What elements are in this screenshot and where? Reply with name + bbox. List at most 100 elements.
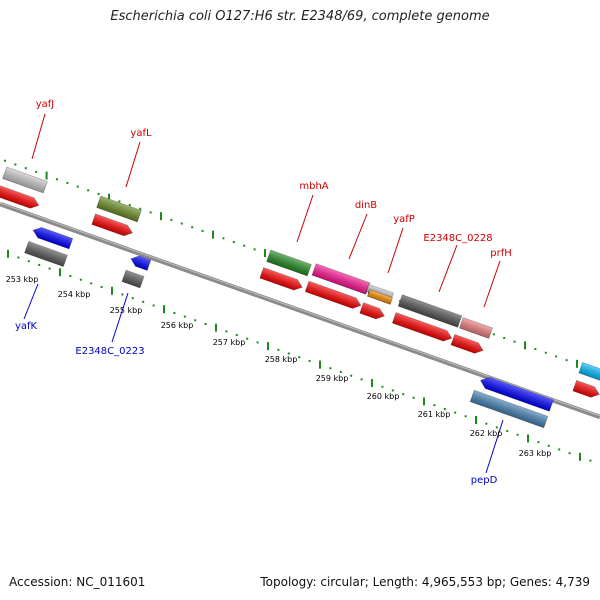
- gene-box-yafJ: [2, 166, 48, 194]
- inner-tick-dot-33: [350, 374, 353, 377]
- gene-arrow-E2348C_0223: [130, 255, 152, 271]
- cds-arrow-E2348C_0228: [391, 312, 453, 342]
- gene-callouts: yafJ yafL mbhA dinB yafP E2348C_0228 prfH yafK E…: [15, 99, 512, 486]
- outer-tick-dot-5: [56, 178, 58, 181]
- outer-tick-dot-23: [243, 244, 246, 247]
- gene-box-mbhA: [266, 249, 312, 277]
- inner-tick-dot-31: [329, 367, 332, 370]
- kbp-label-7: 260 kbp: [367, 392, 400, 401]
- inner-tick-dot-2: [27, 260, 30, 263]
- callout-yafL-line: [125, 141, 141, 188]
- gene-box-yafL: [96, 195, 142, 223]
- outer-tick-dot-9: [97, 193, 100, 196]
- inner-tick-dot-51: [537, 441, 540, 444]
- inner-tick-dot-7: [79, 278, 82, 281]
- inner-tick-dot-16: [173, 311, 176, 314]
- inner-tick-dot-29: [308, 359, 311, 362]
- gene-box-E2348C_0223: [121, 269, 145, 289]
- callout-E2348C_0223-label: E2348C_0223: [75, 346, 144, 357]
- kbp-scale: 253 kbp 254 kbp 255 kbp 256 kbp 257 kbp 258 k…: [6, 275, 552, 458]
- inner-tick-dot-12: [131, 297, 134, 300]
- outer-tick-dot-52: [544, 351, 547, 354]
- inner-tick-dot-42: [443, 407, 446, 410]
- cds-arrow-yafL: [91, 213, 133, 237]
- outer-tick-dot-14: [149, 211, 152, 214]
- outer-tick-dot-16: [170, 218, 173, 221]
- outer-tick-dot-48: [503, 336, 506, 339]
- gene-box-pepD: [469, 389, 549, 429]
- inner-tick-dot-44: [464, 415, 467, 418]
- outer-tick-dot-0: [4, 159, 6, 162]
- callout-mbhA-label: mbhA: [299, 181, 328, 192]
- callout-prfH-line: [483, 260, 501, 308]
- inner-tick-dot-14: [152, 304, 155, 307]
- outer-tick-dot-8: [87, 189, 90, 192]
- cds-arrow-mbhA: [259, 267, 303, 291]
- outer-tick-dot-24: [253, 248, 256, 251]
- outer-tick-dot-11: [118, 200, 121, 203]
- cds-arrow-unlabeled-shade: [572, 380, 600, 398]
- inner-tick-dot-46: [485, 422, 488, 425]
- gene-box-prfH: [459, 317, 493, 339]
- inner-tick-dot-19: [204, 322, 207, 325]
- inner-tick-dot-54: [568, 452, 571, 455]
- gene-box-yafK-shade: [24, 241, 68, 267]
- outer-tick-dot-49: [513, 340, 516, 343]
- outer-tick-dot-3: [35, 170, 38, 173]
- inner-tick-dot-3: [38, 263, 41, 266]
- outer-tick-dot-1: [14, 163, 17, 166]
- feature-box-unlabeled-shade: [578, 362, 600, 382]
- callout-E2348C_0223-line: [111, 292, 129, 343]
- inner-tick-dot-24: [256, 341, 259, 344]
- outer-tick-dot-19: [201, 229, 204, 232]
- gene-box-yafP-shade: [367, 289, 393, 305]
- inner-tick-dot-9: [100, 286, 103, 289]
- inner-tick-dot-6: [69, 274, 72, 277]
- inner-tick-dot-34: [360, 378, 363, 381]
- gene-box-yafJ-shade: [2, 167, 48, 193]
- cds-arrow-yafJ-shade: [0, 185, 39, 209]
- kbp-label-4: 257 kbp: [213, 338, 246, 347]
- callout-yafL-label: yafL: [130, 128, 152, 139]
- inner-tick-dot-36: [381, 385, 384, 388]
- gene-box-dinB: [311, 263, 371, 295]
- callout-yafP-line: [387, 227, 404, 274]
- inner-tick-dot-52: [547, 444, 550, 447]
- kbp-label-6: 259 kbp: [316, 374, 349, 383]
- cds-arrow-dinB: [304, 280, 362, 309]
- inner-tick-dot-43: [454, 411, 457, 414]
- outer-tick-dot-22: [232, 240, 235, 243]
- callout-prfH-label: prfH: [490, 248, 512, 259]
- outer-tick-dot-47: [492, 333, 495, 336]
- inner-tick-dot-49: [516, 433, 519, 436]
- inner-tick-dot-41: [433, 404, 436, 407]
- inner-tick-dot-32: [339, 370, 342, 373]
- outer-tick-dot-18: [191, 226, 194, 229]
- callout-yafJ-label: yafJ: [36, 99, 55, 110]
- backbone-highlight: [0, 202, 600, 417]
- gene-box-E2348C_0228: [397, 294, 463, 328]
- inner-tick-dot-22: [235, 334, 238, 337]
- inner-tick-dot-11: [121, 293, 124, 296]
- inner-tick-dot-21: [225, 330, 228, 333]
- inner-tick-dot-38: [402, 393, 405, 396]
- accession-text: Accession: NC_011601: [9, 575, 146, 589]
- inner-tick-dot-37: [391, 389, 394, 392]
- inner-tick-dot-13: [142, 300, 145, 303]
- outer-tick-dot-13: [139, 207, 142, 210]
- cds-arrow-yafL-shade: [91, 213, 133, 236]
- inner-tick-dot-18: [194, 319, 197, 322]
- callout-E2348C_0228-label: E2348C_0228: [423, 233, 492, 244]
- outer-tick-dot-12: [128, 204, 131, 207]
- gene-arrow-E2348C_0223-shade: [131, 255, 151, 271]
- feature-box-unlabeled: [578, 361, 600, 383]
- inner-tick-dot-48: [506, 430, 509, 433]
- callout-yafK-label: yafK: [15, 321, 38, 332]
- gene-arrow-pepD: [480, 376, 554, 412]
- inner-tick-dot-47: [495, 426, 498, 429]
- cds-arrow-yafJ: [0, 184, 40, 209]
- callout-yafK-line: [23, 283, 39, 320]
- callout-yafP-label: yafP: [393, 214, 415, 225]
- inner-tick-dot-56: [589, 459, 592, 462]
